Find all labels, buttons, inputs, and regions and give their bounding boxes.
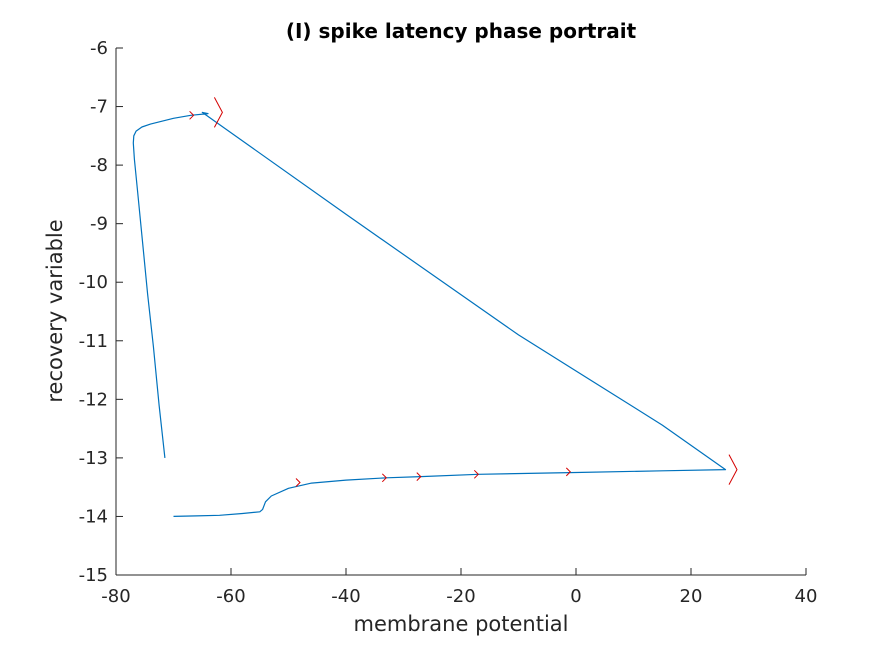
y-tick-label: -13 bbox=[79, 448, 108, 469]
y-tick-label: -8 bbox=[90, 155, 108, 176]
x-axis-label: membrane potential bbox=[354, 612, 569, 636]
direction-arrow bbox=[381, 473, 388, 483]
y-tick-label: -6 bbox=[90, 38, 108, 59]
x-tick-label: -20 bbox=[446, 586, 475, 607]
x-tick-label: -80 bbox=[101, 586, 130, 607]
y-tick-label: -10 bbox=[79, 272, 108, 293]
y-tick-label: -9 bbox=[90, 214, 108, 235]
x-tick-label: 0 bbox=[570, 586, 581, 607]
trajectory-line bbox=[132, 111, 727, 517]
plot-area bbox=[132, 97, 738, 517]
direction-arrow bbox=[565, 467, 572, 477]
direction-arrow bbox=[189, 110, 195, 120]
direction-arrow bbox=[213, 97, 223, 128]
direction-arrow bbox=[473, 469, 480, 479]
y-tick-label: -14 bbox=[79, 506, 108, 527]
x-tick-label: -40 bbox=[331, 586, 360, 607]
x-tick-label: 40 bbox=[795, 586, 818, 607]
y-tick-label: -11 bbox=[79, 331, 108, 352]
chart-title: (I) spike latency phase portrait bbox=[286, 19, 637, 43]
x-tick-label: -60 bbox=[216, 586, 245, 607]
x-tick-label: 20 bbox=[680, 586, 703, 607]
y-tick-label: -12 bbox=[79, 389, 108, 410]
y-axis: -15 -14 -13 -12 -11 -10 -9 -8 -7 -6 bbox=[79, 38, 123, 586]
direction-arrow bbox=[416, 472, 422, 481]
y-tick-label: -15 bbox=[79, 565, 108, 586]
direction-arrow bbox=[728, 454, 738, 485]
y-axis-label: recovery variable bbox=[43, 219, 67, 402]
x-axis: -80 -60 -40 -20 0 20 40 bbox=[101, 568, 817, 607]
direction-arrow bbox=[295, 478, 301, 487]
y-tick-label: -7 bbox=[90, 97, 108, 118]
